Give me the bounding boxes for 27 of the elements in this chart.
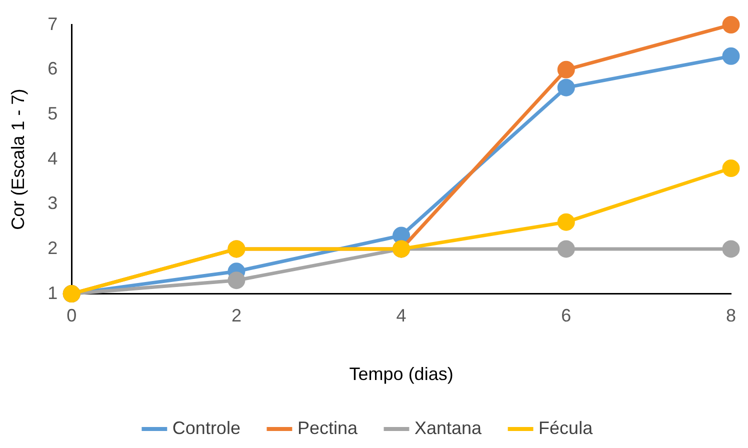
y-axis-title: Cor (Escala 1 - 7) <box>8 88 28 230</box>
point <box>557 213 575 231</box>
y-tick-label: 2 <box>48 238 58 258</box>
point <box>557 240 575 258</box>
x-tick-label: 2 <box>231 306 242 326</box>
point <box>722 160 740 178</box>
point <box>557 78 575 96</box>
y-tick-label: 1 <box>48 282 58 303</box>
point <box>228 272 246 290</box>
legend-label: Xantana <box>414 418 483 438</box>
point <box>722 240 740 258</box>
legend-label: Fécula <box>538 418 594 438</box>
x-axis-title: Tempo (dias) <box>349 364 454 384</box>
y-tick-label: 6 <box>48 58 58 79</box>
point <box>722 47 740 65</box>
x-tick-label: 6 <box>561 306 572 326</box>
legend-label: Controle <box>172 418 240 438</box>
x-tick-label: 4 <box>396 306 406 326</box>
x-tick-label: 0 <box>66 306 77 326</box>
y-tick-label: 5 <box>48 103 58 124</box>
point <box>557 60 575 78</box>
y-tick-label: 7 <box>48 14 58 34</box>
legend-label: Pectina <box>297 418 358 438</box>
y-tick-label: 3 <box>48 193 58 214</box>
x-tick-label: 8 <box>726 306 736 326</box>
y-tick-label: 4 <box>48 148 58 168</box>
point <box>722 16 740 34</box>
